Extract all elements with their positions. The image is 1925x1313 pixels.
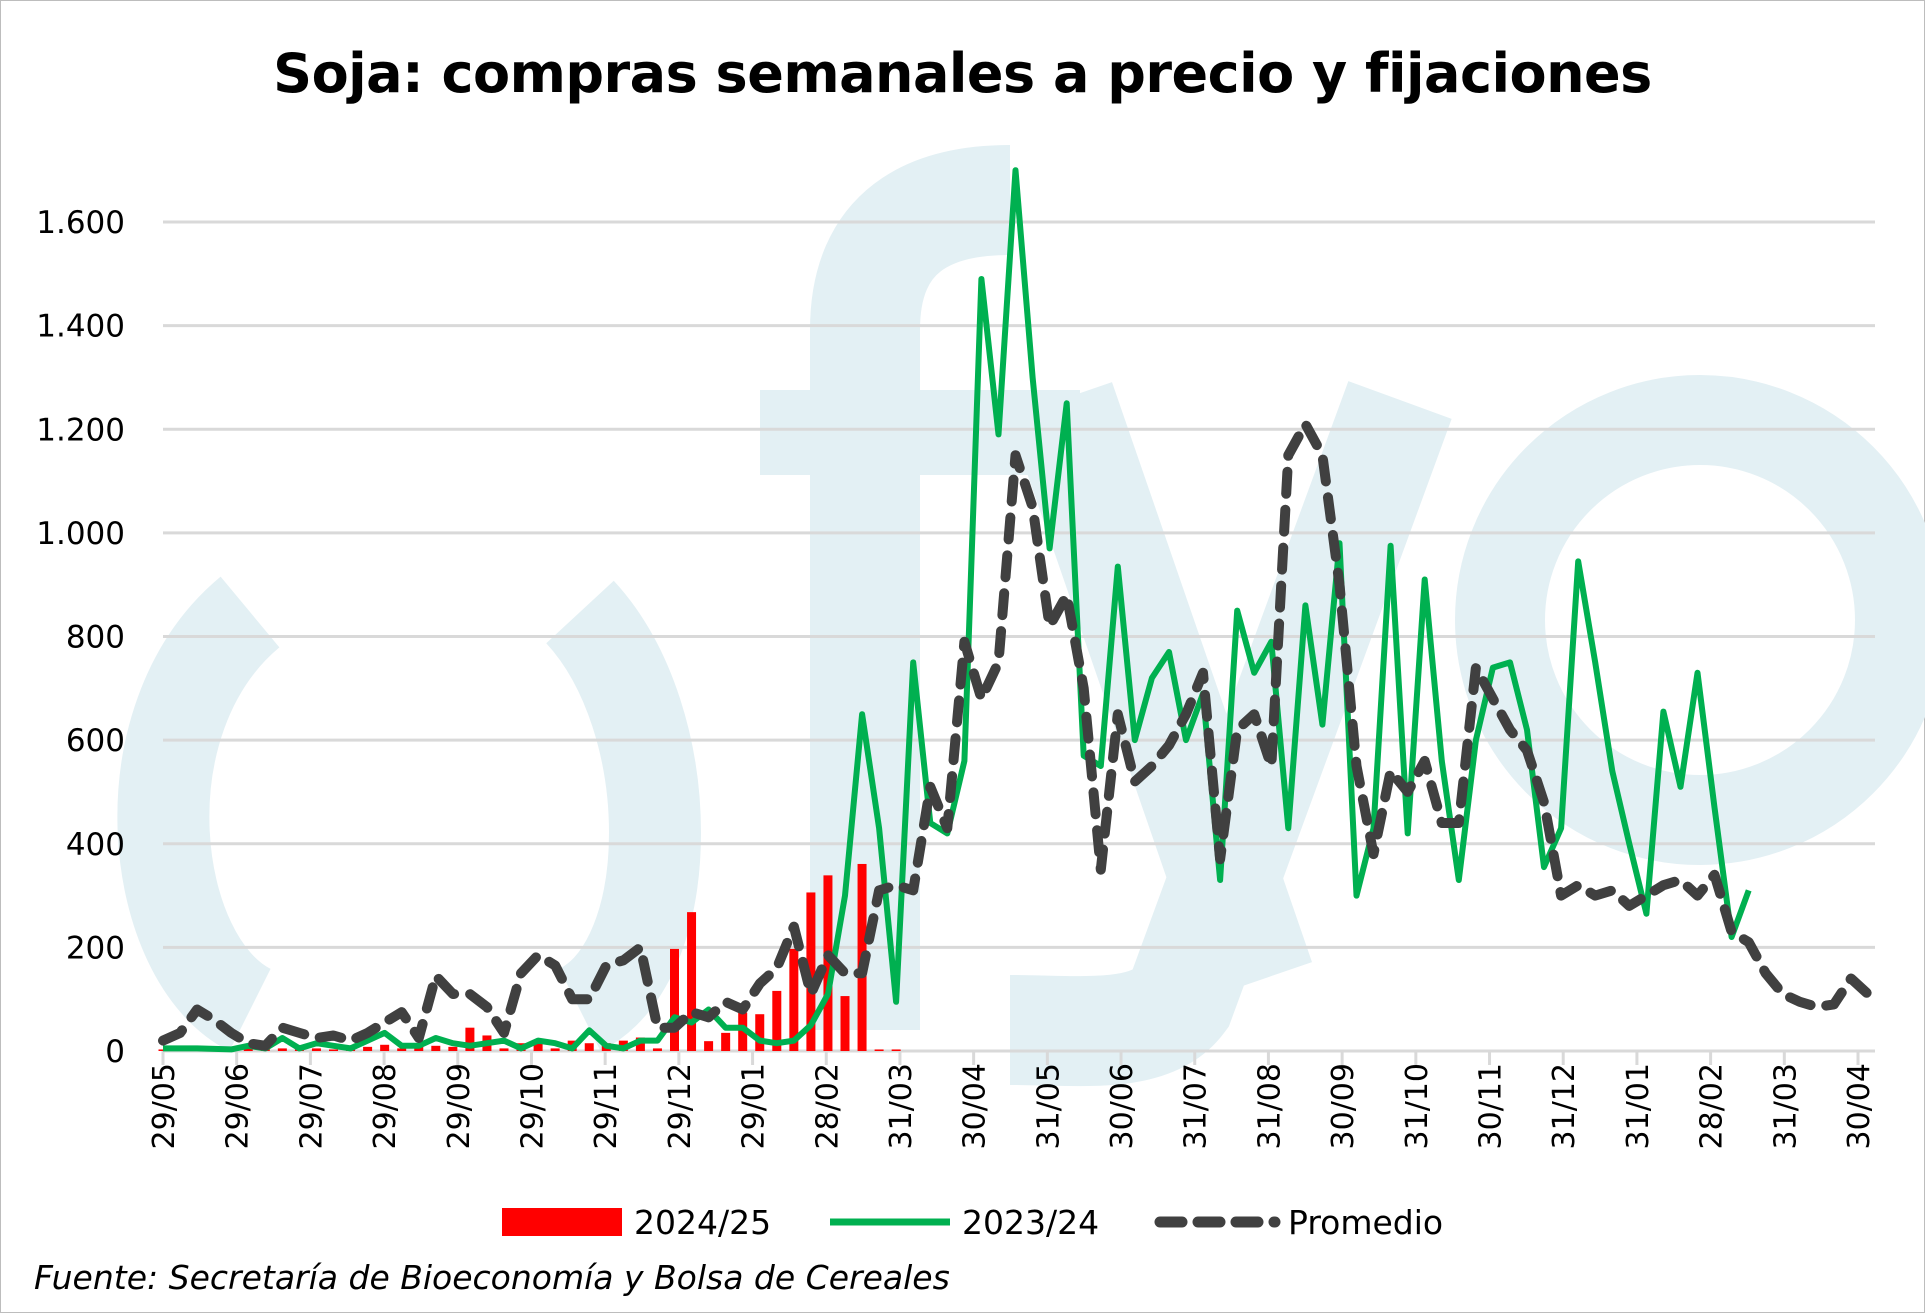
watermark-arc <box>545 580 701 1052</box>
y-tick-label: 0 <box>105 1034 125 1070</box>
y-axis-ticks: 0 200 400 600 800 1.000 1.200 1.400 1.600 <box>36 205 125 1070</box>
y-tick-label: 400 <box>66 827 125 863</box>
x-tick-label: 31/10 <box>1400 1063 1435 1149</box>
bar-2024-25 <box>499 1048 509 1051</box>
y-tick-label: 800 <box>66 620 125 656</box>
y-tick-label: 1.600 <box>36 205 125 241</box>
bar-2024-25 <box>277 1048 287 1051</box>
bar-2024-25 <box>652 1048 662 1051</box>
x-tick-label: 30/04 <box>958 1063 993 1149</box>
bar-2024-25 <box>414 1046 424 1051</box>
x-tick-label: 29/07 <box>294 1063 329 1149</box>
watermark-logo <box>117 145 1925 1087</box>
x-tick-label: 28/02 <box>810 1063 845 1149</box>
watermark-arc <box>117 576 281 1052</box>
y-tick-label: 200 <box>66 930 125 966</box>
source-note: Fuente: Secretaría de Bioeconomía y Bols… <box>34 1258 950 1297</box>
x-tick-label: 31/07 <box>1179 1063 1214 1149</box>
bar-2024-25 <box>243 1048 253 1051</box>
bar-2024-25 <box>584 1043 594 1051</box>
bar-2024-25 <box>550 1048 560 1051</box>
bar-2024-25 <box>755 1014 765 1051</box>
chart-title: Soja: compras semanales a precio y fijac… <box>273 42 1652 105</box>
x-tick-label: 31/12 <box>1547 1063 1582 1149</box>
x-tick-label: 31/05 <box>1031 1063 1066 1149</box>
bar-2024-25 <box>329 1049 338 1051</box>
x-tick-label: 29/12 <box>663 1063 698 1149</box>
legend-label-2024-25: 2024/25 <box>634 1203 771 1242</box>
x-tick-label: 31/08 <box>1252 1063 1287 1149</box>
bar-2024-25 <box>380 1044 390 1051</box>
bar-2024-25 <box>823 875 833 1051</box>
bar-2024-25 <box>806 892 816 1051</box>
x-tick-label: 29/09 <box>442 1063 477 1149</box>
x-tick-label: 31/03 <box>1768 1063 1803 1149</box>
watermark-letter-y <box>1009 381 1452 1087</box>
bar-2024-25 <box>840 996 850 1051</box>
y-tick-label: 600 <box>66 723 125 759</box>
bar-2024-25 <box>687 912 697 1051</box>
x-tick-label: 29/06 <box>221 1063 256 1149</box>
x-axis-ticks: 29/05 29/06 29/07 29/08 29/09 29/10 29/11 29/12… <box>147 1051 1877 1149</box>
bar-2024-25 <box>397 1048 407 1051</box>
line-2023-24 <box>163 167 1752 1053</box>
y-tick-label: 1.000 <box>36 516 125 552</box>
legend-label-2023-24: 2023/24 <box>962 1203 1099 1242</box>
x-tick-label: 29/08 <box>368 1063 403 1149</box>
x-tick-label: 29/10 <box>515 1063 550 1149</box>
legend-swatch-2024-25 <box>502 1208 622 1236</box>
bar-2024-25 <box>465 1027 475 1051</box>
gridlines <box>163 220 1875 1053</box>
bar-2024-25 <box>311 1048 321 1051</box>
x-tick-label: 30/09 <box>1326 1063 1361 1149</box>
bar-2024-25 <box>704 1041 714 1051</box>
x-tick-label: 30/06 <box>1105 1063 1140 1149</box>
bar-2024-25 <box>670 948 679 1051</box>
bar-2024-25 <box>789 948 799 1051</box>
legend: 2024/25 2023/24 Promedio <box>502 1203 1443 1242</box>
y-tick-label: 1.400 <box>36 309 125 345</box>
x-tick-label: 30/04 <box>1842 1063 1877 1149</box>
bar-2024-25 <box>533 1043 543 1051</box>
bar-2024-25 <box>448 1046 458 1051</box>
line-promedio <box>158 419 1873 1051</box>
x-tick-label: 30/11 <box>1474 1063 1509 1149</box>
x-tick-label: 29/11 <box>589 1063 624 1149</box>
bar-2024-25 <box>738 1012 748 1051</box>
bar-2024-25 <box>721 1032 731 1051</box>
x-tick-label: 28/02 <box>1695 1063 1730 1149</box>
x-tick-label: 29/05 <box>147 1063 182 1149</box>
x-tick-label: 29/01 <box>737 1063 772 1149</box>
bar-2024-25 <box>431 1045 441 1051</box>
bar-2024-25 <box>772 990 782 1051</box>
series-lines <box>158 167 1873 1053</box>
bar-2024-25 <box>363 1046 373 1051</box>
watermark-letter-f <box>810 145 1012 1030</box>
bar-2024-25 <box>874 1049 884 1051</box>
watermark-letter-o <box>1455 375 1925 865</box>
bar-2024-25 <box>891 1049 901 1051</box>
x-tick-label: 31/01 <box>1621 1063 1656 1149</box>
y-tick-label: 1.200 <box>36 412 125 448</box>
x-tick-label: 31/03 <box>884 1063 919 1149</box>
bar-2024-25 <box>635 1037 645 1051</box>
legend-label-promedio: Promedio <box>1288 1203 1443 1242</box>
